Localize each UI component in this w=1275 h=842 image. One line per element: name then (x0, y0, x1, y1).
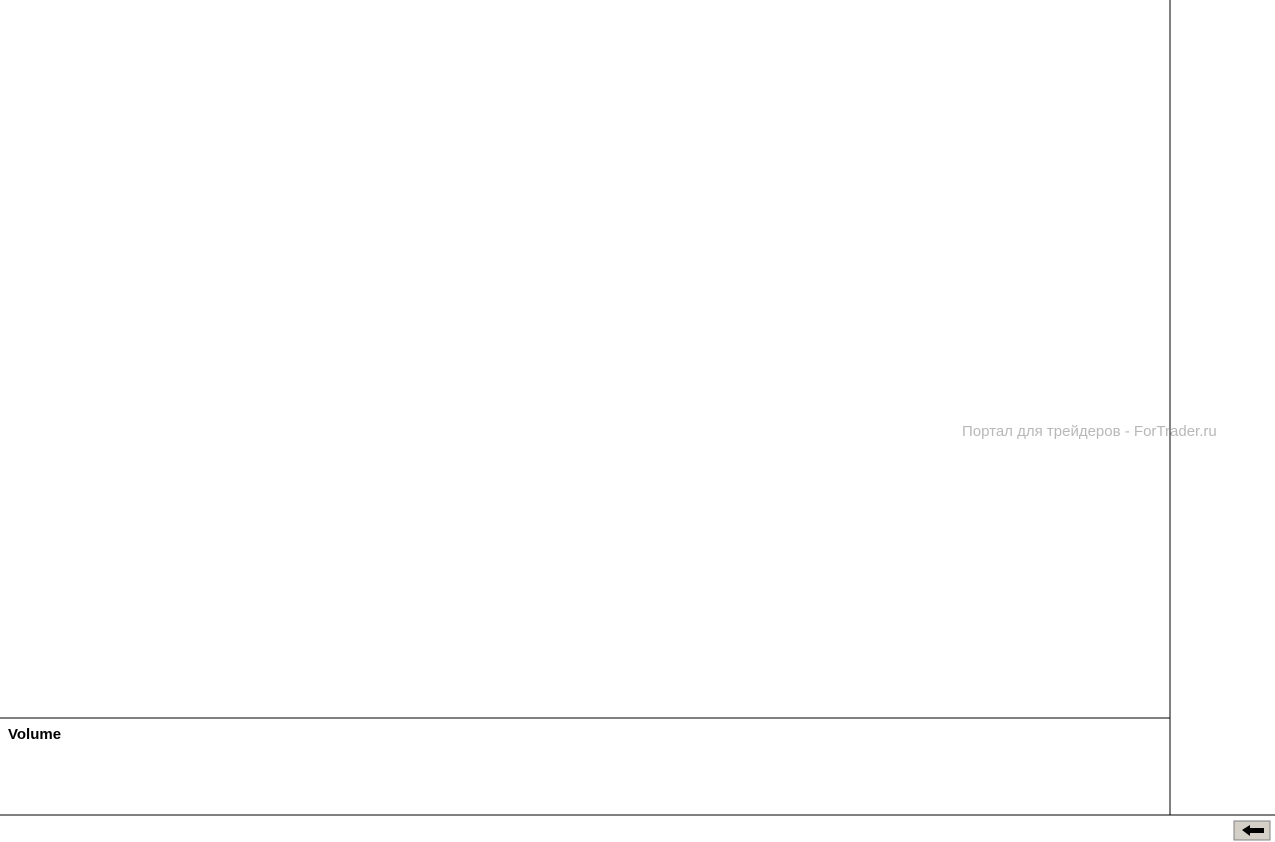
volume-title: Volume (8, 726, 61, 743)
watermark: Портал для трейдеров - ForTrader.ru (962, 423, 1217, 440)
scroll-button[interactable] (1233, 820, 1271, 841)
scroll-arrow[interactable] (1242, 825, 1264, 836)
